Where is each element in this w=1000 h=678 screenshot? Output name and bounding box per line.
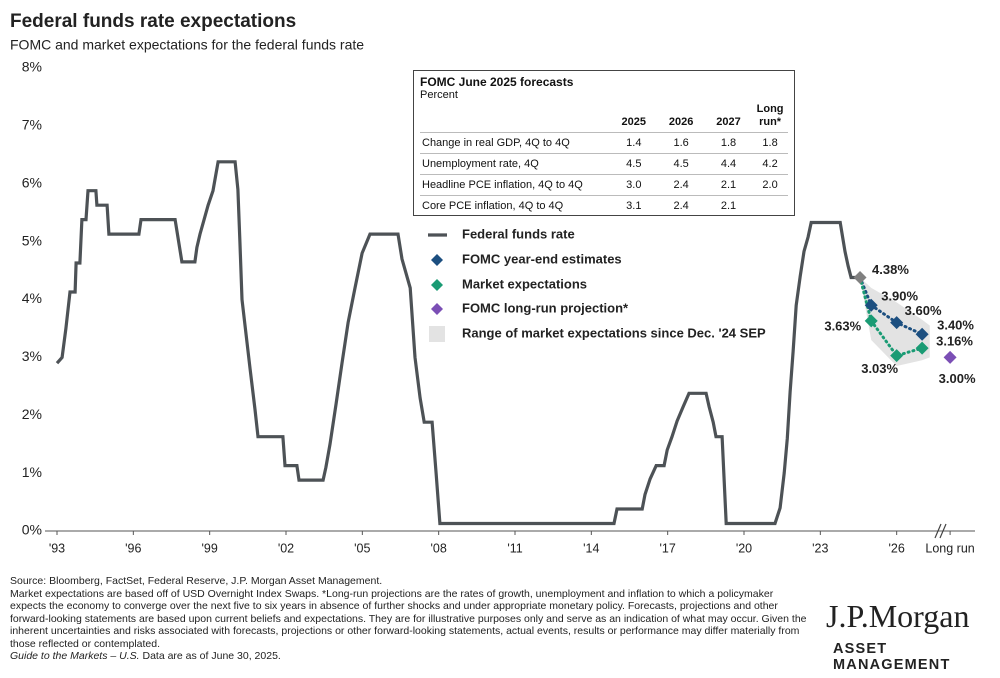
legend-marker — [431, 303, 443, 315]
table-row: Change in real GDP, 4Q to 4Q 1.4 1.6 1.8 1.8 — [420, 132, 788, 154]
cell: 4.2 — [752, 153, 788, 175]
x-tick-label: '96 — [125, 541, 141, 555]
table-row: Headline PCE inflation, 4Q to 4Q 3.0 2.4 2.… — [420, 174, 788, 196]
table-title: FOMC June 2025 forecasts — [420, 75, 574, 89]
x-tick-label: '08 — [431, 541, 447, 555]
cell — [752, 195, 788, 216]
diamond-marker — [943, 350, 957, 364]
guide: Guide to the Markets – U.S. — [10, 650, 140, 662]
x-tick-label: '11 — [507, 541, 522, 555]
diamond-marker — [864, 298, 878, 312]
legend-swatch — [429, 326, 445, 342]
legend-label: Range of market expectations since Dec. … — [462, 325, 766, 340]
table: 2025 2026 2027 Long run* Change in real GDP,… — [420, 103, 788, 216]
column-header: Long run* — [756, 103, 784, 128]
x-tick-label: '17 — [660, 541, 676, 555]
data-label: 3.60% — [905, 303, 942, 318]
cell: 1.8 — [752, 132, 788, 154]
axis-break — [939, 523, 947, 539]
data-label: 4.38% — [872, 262, 909, 277]
logo: J.P.Morgan — [826, 598, 970, 634]
x-tick-label: '20 — [736, 541, 752, 555]
diamond-marker — [915, 327, 929, 341]
y-tick-label: 0% — [22, 522, 42, 538]
legend-label: FOMC year-end estimates — [462, 251, 622, 266]
data-label: 3.16% — [936, 334, 973, 349]
x-tick-label: '99 — [202, 541, 218, 555]
legend-marker — [431, 279, 443, 291]
rate-line — [55, 160, 860, 526]
chart-title: Federal funds rate expectations — [10, 11, 296, 32]
row-label: Change in real GDP, 4Q to 4Q — [420, 132, 611, 154]
x-tick-label: '26 — [889, 541, 905, 555]
diamond-marker — [915, 341, 929, 355]
cell: 2.0 — [752, 174, 788, 196]
y-tick-label: 4% — [22, 290, 42, 306]
y-tick-label: 2% — [22, 406, 42, 422]
data-label: 3.63% — [824, 318, 861, 333]
connector — [858, 276, 873, 323]
x-tick-label: '93 — [49, 541, 65, 555]
data-label: 3.00% — [939, 371, 976, 386]
axis-break — [934, 523, 942, 539]
chart-subtitle: FOMC and market expectations for the fed… — [10, 37, 364, 53]
guide-line: Guide to the Markets – U.S. Data are as … — [10, 650, 810, 663]
column-header: 2025 — [621, 116, 647, 128]
cell: 4.5 — [610, 153, 658, 175]
date: Data are as of June 30, 2025. — [142, 650, 281, 662]
cell: 3.0 — [610, 174, 658, 196]
x-tick-label: Long run — [925, 541, 974, 555]
data-label: 3.40% — [937, 318, 974, 333]
x-tick-label: '05 — [354, 541, 370, 555]
table-subtitle: Percent — [420, 89, 458, 101]
cell: 2.1 — [704, 195, 753, 216]
y-tick-label: 7% — [22, 117, 42, 133]
source: Source: Bloomberg, FactSet, Federal Rese… — [10, 575, 383, 587]
y-tick-label: 5% — [22, 232, 42, 248]
table-row: Core PCE inflation, 4Q to 4Q 3.1 2.4 2.1 — [420, 195, 788, 216]
latest-marker — [853, 271, 867, 285]
legend-label: Federal funds rate — [462, 226, 575, 241]
cell: 4.4 — [704, 153, 753, 175]
row-label: Unemployment rate, 4Q — [420, 153, 611, 175]
diamond-marker — [890, 349, 904, 363]
y-tick-label: 8% — [22, 59, 42, 75]
y-tick-label: 6% — [22, 174, 42, 190]
cell: 1.6 — [657, 132, 705, 154]
x-tick-label: '14 — [583, 541, 599, 555]
column-header: 2026 — [668, 116, 694, 128]
cell: 1.8 — [704, 132, 753, 154]
data-label: 3.90% — [881, 289, 918, 304]
y-tick-label: 1% — [22, 464, 42, 480]
cell: 2.4 — [657, 195, 705, 216]
logo-subtitle: ASSET MANAGEMENT — [833, 641, 951, 673]
cell: 1.4 — [610, 132, 658, 154]
footnotes: Source: Bloomberg, FactSet, Federal Rese… — [10, 575, 810, 663]
notes: Market expectations are based off of USD… — [10, 587, 807, 650]
column-header: 2027 — [716, 116, 741, 128]
cell: 4.5 — [657, 153, 705, 175]
legend-marker — [431, 254, 443, 266]
y-tick-label: 3% — [22, 348, 42, 364]
forecast-line — [869, 319, 924, 358]
legend-label: Market expectations — [462, 276, 587, 291]
table-row: Unemployment rate, 4Q 4.5 4.5 4.4 4.2 — [420, 153, 788, 175]
row-label: Core PCE inflation, 4Q to 4Q — [420, 195, 611, 216]
cell: 2.1 — [704, 174, 753, 196]
data-label: 3.03% — [861, 361, 898, 376]
cell: 2.4 — [657, 174, 705, 196]
x-tick-label: '23 — [812, 541, 828, 555]
legend-label: FOMC long-run projection* — [462, 300, 629, 315]
forecast-table: FOMC June 2025 forecasts Percent 2025 202… — [413, 70, 795, 216]
diamond-marker — [890, 316, 904, 330]
cell: 3.1 — [610, 195, 658, 216]
x-tick-label: '02 — [278, 541, 294, 555]
row-label: Headline PCE inflation, 4Q to 4Q — [420, 174, 611, 196]
diamond-marker — [864, 314, 878, 328]
